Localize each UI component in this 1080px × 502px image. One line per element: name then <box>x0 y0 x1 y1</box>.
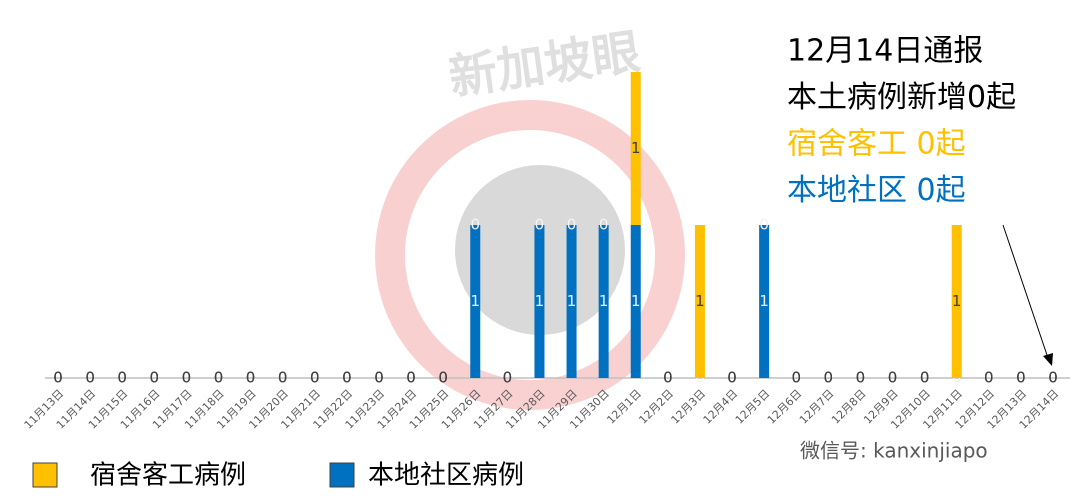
data-label: 0 <box>53 369 63 387</box>
x-tick-label: 12月1日 <box>604 387 644 427</box>
data-label: 0 <box>1048 369 1058 387</box>
bar-segment <box>630 225 641 378</box>
data-label: 1 <box>567 292 577 310</box>
data-label: 1 <box>952 292 962 310</box>
data-label: 0 <box>663 369 673 387</box>
annotation-line: 宿舍客工 0起 <box>787 127 966 162</box>
data-label: 0 <box>150 369 160 387</box>
data-label: 0 <box>856 369 866 387</box>
data-label: 0 <box>759 216 769 234</box>
data-label: 0 <box>984 369 994 387</box>
data-label: 0 <box>85 369 95 387</box>
data-label: 0 <box>1016 369 1026 387</box>
data-label: 0 <box>503 369 513 387</box>
legend-label: 本地社区病例 <box>368 461 524 491</box>
data-label: 1 <box>599 292 609 310</box>
watermark-logo <box>375 100 685 410</box>
data-label: 0 <box>824 369 834 387</box>
data-label: 0 <box>920 369 930 387</box>
data-label: 0 <box>791 369 801 387</box>
x-tick-label: 12月2日 <box>636 387 676 427</box>
data-label: 0 <box>1016 369 1026 387</box>
legend-swatch <box>32 462 58 488</box>
x-tick-label: 12月4日 <box>701 387 741 427</box>
data-label: 0 <box>438 369 448 387</box>
wechat-id: 微信号: kanxinjiapo <box>800 439 988 463</box>
data-label: 0 <box>214 369 224 387</box>
data-label: 0 <box>727 369 737 387</box>
data-label: 0 <box>374 369 384 387</box>
data-label: 0 <box>310 369 320 387</box>
data-label: 0 <box>984 369 994 387</box>
annotation-line: 本地社区 0起 <box>787 173 966 208</box>
data-label: 0 <box>1048 369 1058 387</box>
x-tick-label: 12月6日 <box>765 387 805 427</box>
data-label: 0 <box>53 369 63 387</box>
data-label: 0 <box>599 216 609 234</box>
data-label: 1 <box>631 292 641 310</box>
data-label: 0 <box>567 216 577 234</box>
data-label: 0 <box>246 369 256 387</box>
bar-segment <box>694 225 705 378</box>
annotation-arrow <box>1002 224 1049 359</box>
x-tick-label: 12月3日 <box>669 387 709 427</box>
bar-segment <box>566 225 577 378</box>
legend-swatch <box>329 462 355 488</box>
data-label: 0 <box>374 369 384 387</box>
data-label: 0 <box>246 369 256 387</box>
bar-segment <box>630 72 641 225</box>
data-label: 0 <box>117 369 127 387</box>
data-label: 0 <box>182 369 192 387</box>
data-label: 0 <box>278 369 288 387</box>
x-tick-label: 12月8日 <box>829 387 869 427</box>
data-label: 0 <box>406 369 416 387</box>
data-label: 0 <box>150 369 160 387</box>
data-label: 1 <box>470 292 480 310</box>
data-label: 0 <box>85 369 95 387</box>
bar-segment <box>470 225 481 378</box>
data-label: 1 <box>631 139 641 157</box>
data-label: 0 <box>503 369 513 387</box>
data-label: 0 <box>117 369 127 387</box>
data-label: 0 <box>535 216 545 234</box>
bar-segment <box>534 225 545 378</box>
data-label: 1 <box>535 292 545 310</box>
x-tick-label: 12月5日 <box>733 387 773 427</box>
data-label: 0 <box>342 369 352 387</box>
x-tick-label: 12月7日 <box>797 387 837 427</box>
bar-segment <box>759 225 770 378</box>
data-label: 0 <box>438 369 448 387</box>
data-label: 0 <box>856 369 866 387</box>
annotation-line: 本土病例新增0起 <box>787 80 1016 115</box>
data-label: 0 <box>470 216 480 234</box>
data-label: 0 <box>214 369 224 387</box>
watermark: 新加坡眼 <box>446 24 644 106</box>
data-label: 0 <box>342 369 352 387</box>
data-label: 0 <box>824 369 834 387</box>
bar-segment <box>598 225 609 378</box>
data-label: 0 <box>310 369 320 387</box>
data-label: 0 <box>182 369 192 387</box>
data-label: 1 <box>759 292 769 310</box>
data-label: 0 <box>888 369 898 387</box>
data-label: 0 <box>727 369 737 387</box>
data-label: 0 <box>888 369 898 387</box>
arrow-head <box>1043 353 1053 366</box>
legend-label: 宿舍客工病例 <box>90 461 246 491</box>
data-label: 0 <box>278 369 288 387</box>
data-label: 0 <box>791 369 801 387</box>
data-label: 1 <box>695 292 705 310</box>
data-label: 0 <box>663 369 673 387</box>
bar-segment <box>951 225 962 378</box>
annotation-line: 12月14日通报 <box>787 34 983 69</box>
data-label: 0 <box>920 369 930 387</box>
data-label: 0 <box>406 369 416 387</box>
